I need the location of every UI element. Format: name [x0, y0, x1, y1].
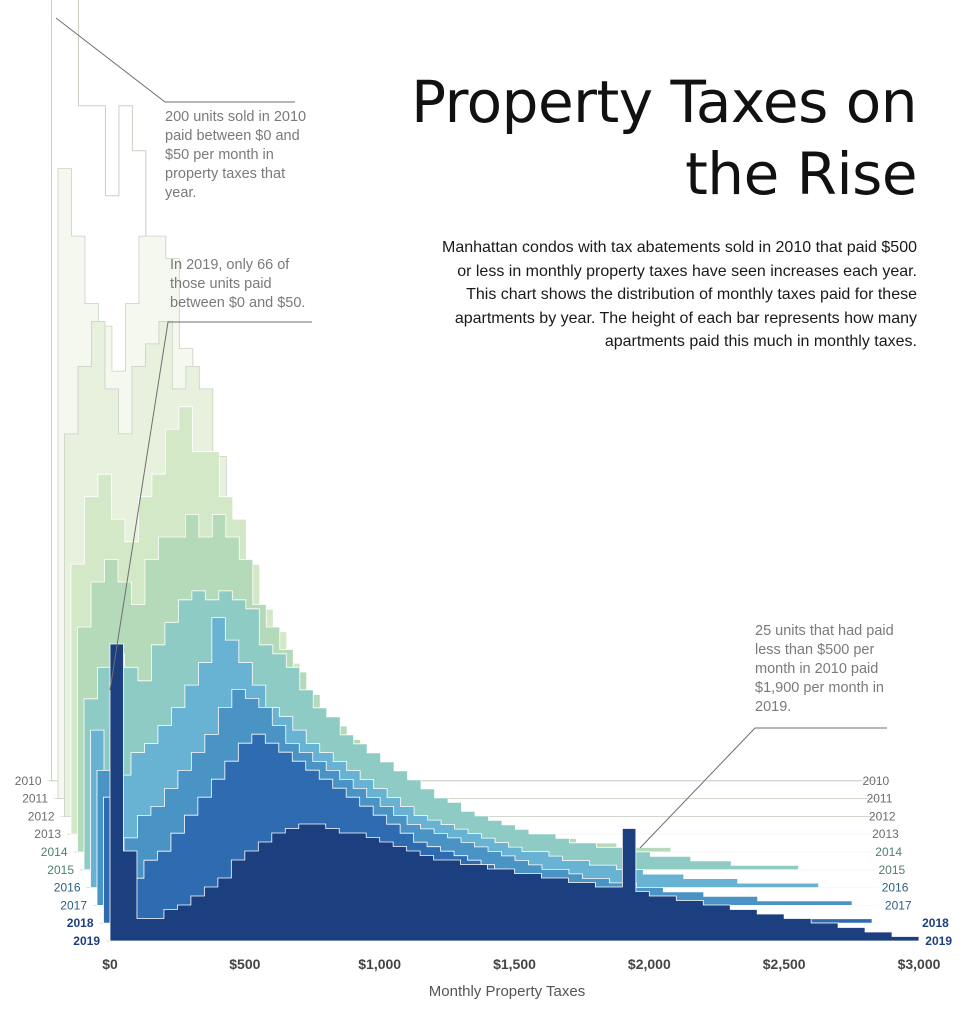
- year-label-right-2011: 2011: [867, 792, 893, 806]
- x-axis-title: Monthly Property Taxes: [429, 983, 585, 1000]
- leader-line-2010: [55, 17, 295, 103]
- leader-line-1900: [639, 727, 887, 849]
- x-axis: $0 $500 $1,000 $1,500 $2,000 $2,500 $3,000 Mont…: [102, 956, 940, 1000]
- chart-description: Manhattan condos with tax abatements sol…: [442, 239, 917, 350]
- x-tick-label: $0: [102, 956, 118, 972]
- leader-line-2019: [109, 321, 312, 691]
- year-label-left-2013: 2013: [34, 827, 61, 841]
- year-label-right-2015: 2015: [878, 863, 905, 877]
- year-label-left-2010: 2010: [15, 774, 42, 788]
- annotation-2019-text: In 2019, only 66 of those units paid bet…: [170, 257, 306, 311]
- year-label-right-2018: 2018: [922, 916, 949, 930]
- year-label-left-2011: 2011: [22, 792, 48, 806]
- annotation-2010-text: 200 units sold in 2010 paid between $0 a…: [165, 109, 307, 201]
- year-label-left-2019: 2019: [73, 934, 100, 948]
- year-labels-right: 2010 2011 2012 2013 2014 2015 2016 2017 2018 2019: [862, 774, 952, 948]
- year-label-right-2017: 2017: [885, 898, 912, 912]
- year-label-left-2016: 2016: [54, 881, 81, 895]
- year-label-right-2014: 2014: [875, 845, 902, 859]
- year-labels-left: 2010 2011 2012 2013 2014 2015 2016 2017 2018 2019: [15, 774, 101, 948]
- annotation-1900-text: 25 units that had paid less than $500 pe…: [755, 623, 894, 715]
- year-label-right-2012: 2012: [869, 809, 896, 823]
- x-tick-label: $3,000: [898, 956, 941, 972]
- year-label-right-2016: 2016: [882, 881, 909, 895]
- x-tick-label: $2,500: [763, 956, 806, 972]
- annotation-lines: [55, 17, 887, 849]
- x-tick-label: $2,000: [628, 956, 671, 972]
- year-label-left-2015: 2015: [47, 863, 74, 877]
- histogram-series: [51, 0, 920, 942]
- year-label-right-2010: 2010: [862, 774, 889, 788]
- year-label-left-2014: 2014: [41, 845, 68, 859]
- series-2019: [109, 643, 920, 942]
- year-label-right-2013: 2013: [872, 827, 899, 841]
- year-label-right-2019: 2019: [925, 934, 952, 948]
- year-label-left-2018: 2018: [67, 916, 94, 930]
- chart-title: Property Taxes on the Rise: [411, 68, 917, 208]
- x-tick-label: $1,500: [493, 956, 536, 972]
- year-label-left-2012: 2012: [28, 809, 55, 823]
- x-tick-label: $500: [229, 956, 260, 972]
- year-label-left-2017: 2017: [60, 898, 87, 912]
- x-tick-label: $1,000: [358, 956, 401, 972]
